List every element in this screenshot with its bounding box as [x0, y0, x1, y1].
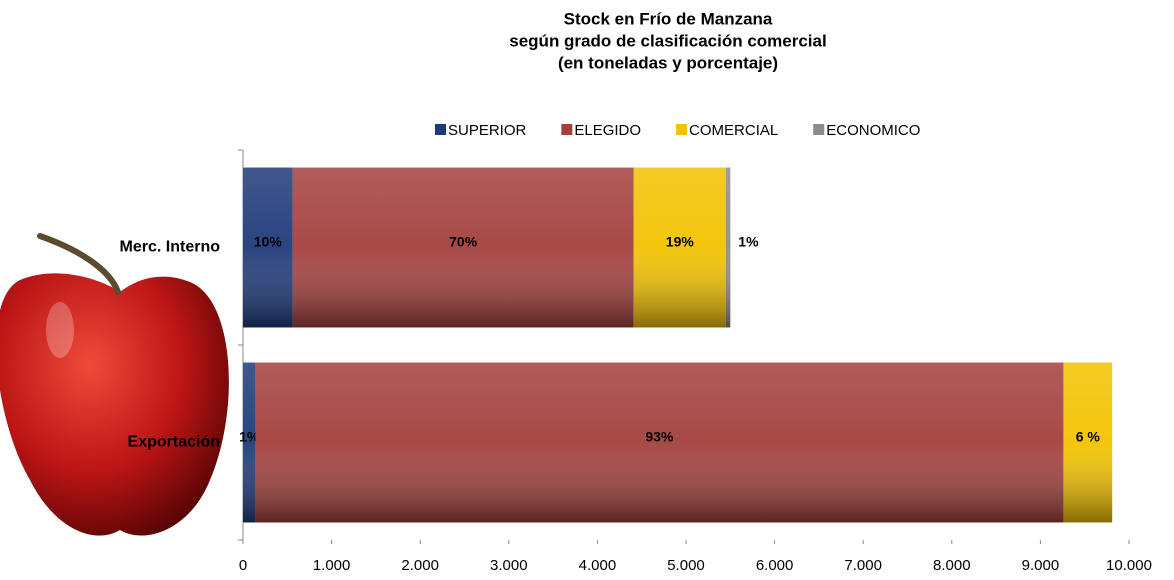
x-tick-label: 9.000	[1022, 557, 1060, 574]
x-tick-label: 5.000	[667, 557, 705, 574]
x-tick-label: 4.000	[579, 557, 617, 574]
chart-title: Stock en Frío de Manzana	[564, 9, 773, 28]
legend-swatch	[435, 124, 446, 135]
chart: Stock en Frío de Manzana según grado de c…	[0, 0, 1174, 580]
category-label: Exportación	[128, 434, 220, 451]
bar-shade	[726, 168, 730, 328]
category-label: Merc. Interno	[120, 239, 221, 256]
x-tick-label: 2.000	[401, 557, 439, 574]
legend-label: SUPERIOR	[448, 122, 527, 139]
x-tick-label: 3.000	[490, 557, 528, 574]
x-tick-label: 7.000	[844, 557, 882, 574]
data-label: 1%	[738, 233, 759, 249]
chart-title: (en toneladas y porcentaje)	[558, 53, 778, 72]
x-tick-label: 1.000	[313, 557, 351, 574]
data-label: 93%	[645, 428, 674, 444]
data-label: 70%	[449, 233, 478, 249]
x-tick-label: 6.000	[756, 557, 794, 574]
apple-illustration	[0, 236, 229, 536]
legend-swatch	[676, 124, 687, 135]
data-label: 6 %	[1076, 428, 1101, 444]
x-tick-label: 0	[239, 557, 247, 574]
legend-label: ECONOMICO	[826, 122, 920, 139]
legend-swatch	[561, 124, 572, 135]
data-label: 10%	[254, 233, 283, 249]
x-tick-label: 10.000	[1106, 557, 1152, 574]
data-label: 19%	[666, 233, 695, 249]
x-tick-label: 8.000	[933, 557, 971, 574]
legend-label: COMERCIAL	[689, 122, 778, 139]
legend-swatch	[813, 124, 824, 135]
legend-label: ELEGIDO	[574, 122, 641, 139]
chart-title: según grado de clasificación comercial	[509, 31, 826, 50]
